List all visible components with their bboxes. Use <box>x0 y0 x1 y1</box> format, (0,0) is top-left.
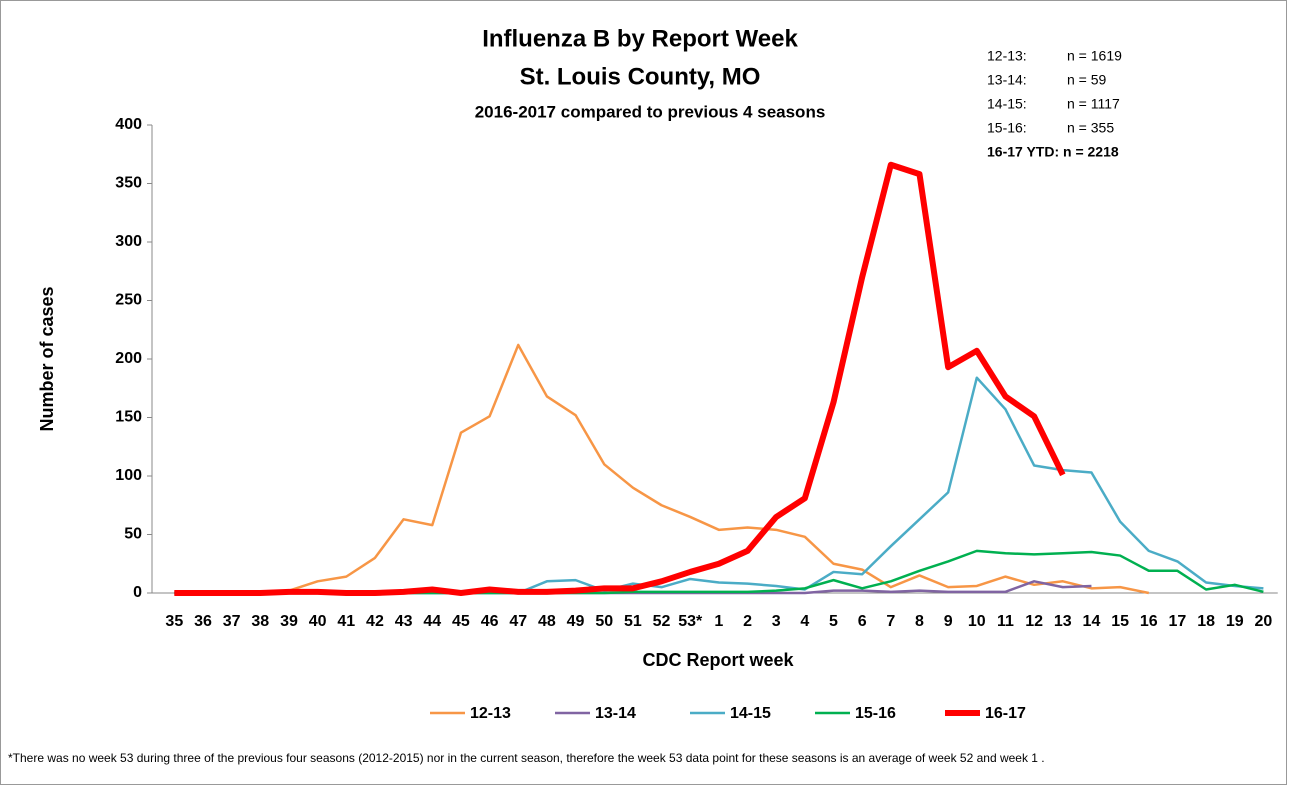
y-tick-label: 250 <box>115 292 142 309</box>
series-line <box>174 161 1066 596</box>
count-label: 14-15: <box>987 96 1027 112</box>
x-tick-label: 13 <box>1054 613 1072 630</box>
x-tick-label: 37 <box>223 613 241 630</box>
count-value: n = 2218 <box>1063 144 1119 160</box>
x-tick-label: 1 <box>714 613 723 630</box>
x-axis-label: CDC Report week <box>642 650 794 670</box>
y-tick-label: 200 <box>115 350 142 367</box>
x-tick-label: 3 <box>772 613 781 630</box>
y-tick-label: 400 <box>115 116 142 133</box>
count-value: n = 1619 <box>1067 48 1122 64</box>
count-label: 12-13: <box>987 48 1027 64</box>
x-tick-label: 45 <box>452 613 470 630</box>
x-tick-label: 9 <box>944 613 953 630</box>
legend-label: 15-16 <box>855 705 896 722</box>
x-tick-label: 18 <box>1197 613 1215 630</box>
x-tick-label: 41 <box>337 613 355 630</box>
y-tick-label: 100 <box>115 467 142 484</box>
y-tick-label: 50 <box>124 526 142 543</box>
x-tick-label: 53* <box>678 613 703 630</box>
y-tick-label: 150 <box>115 409 142 426</box>
chart-subtitle: 2016-2017 compared to previous 4 seasons <box>475 102 826 121</box>
count-label: 15-16: <box>987 120 1027 136</box>
x-tick-label: 19 <box>1226 613 1244 630</box>
y-tick-label: 0 <box>133 584 142 601</box>
chart-title: Influenza B by Report Week <box>482 25 798 52</box>
x-tick-label: 11 <box>997 613 1014 630</box>
y-tick-label: 350 <box>115 175 142 192</box>
x-tick-label: 35 <box>165 613 183 630</box>
count-label: 13-14: <box>987 72 1027 88</box>
legend-label: 13-14 <box>595 705 636 722</box>
count-label: 16-17 YTD: <box>987 144 1059 160</box>
x-tick-label: 43 <box>395 613 413 630</box>
x-tick-label: 42 <box>366 613 384 630</box>
series-line <box>174 343 1150 595</box>
x-tick-label: 6 <box>858 613 867 630</box>
x-tick-label: 4 <box>800 613 809 630</box>
x-tick-label: 49 <box>567 613 585 630</box>
x-tick-label: 48 <box>538 613 556 630</box>
x-tick-label: 39 <box>280 613 298 630</box>
count-value: n = 355 <box>1067 120 1114 136</box>
x-tick-label: 12 <box>1025 613 1043 630</box>
x-tick-label: 47 <box>509 613 527 630</box>
x-tick-label: 8 <box>915 613 924 630</box>
legend-label: 16-17 <box>985 705 1026 722</box>
x-tick-label: 51 <box>624 613 642 630</box>
footnote: *There was no week 53 during three of th… <box>8 751 1045 765</box>
y-axis-label: Number of cases <box>37 286 57 431</box>
x-tick-label: 52 <box>653 613 671 630</box>
x-tick-label: 40 <box>309 613 327 630</box>
legend-label: 14-15 <box>730 705 771 722</box>
x-tick-label: 10 <box>968 613 986 630</box>
x-tick-label: 14 <box>1083 613 1101 630</box>
chart-subtitle: St. Louis County, MO <box>520 63 761 90</box>
x-tick-label: 44 <box>423 613 441 630</box>
x-tick-label: 15 <box>1111 613 1129 630</box>
x-tick-label: 7 <box>886 613 895 630</box>
x-tick-label: 38 <box>251 613 269 630</box>
x-tick-label: 16 <box>1140 613 1158 630</box>
x-tick-label: 20 <box>1255 613 1273 630</box>
y-tick-label: 300 <box>115 233 142 250</box>
x-tick-label: 46 <box>481 613 499 630</box>
x-tick-label: 50 <box>595 613 613 630</box>
count-value: n = 1117 <box>1067 96 1120 112</box>
count-value: n = 59 <box>1067 72 1107 88</box>
x-tick-label: 36 <box>194 613 212 630</box>
x-tick-label: 2 <box>743 613 752 630</box>
x-tick-label: 5 <box>829 613 838 630</box>
x-tick-label: 17 <box>1169 613 1187 630</box>
legend-label: 12-13 <box>470 705 511 722</box>
